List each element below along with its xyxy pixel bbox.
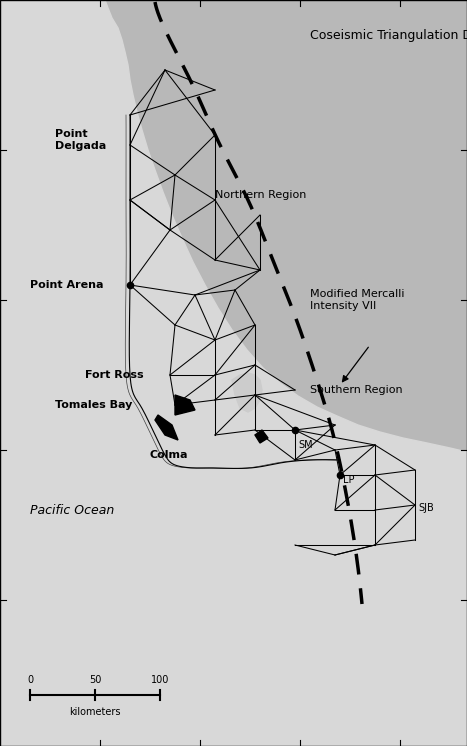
- Text: 0: 0: [27, 675, 33, 685]
- Text: kilometers: kilometers: [69, 707, 121, 717]
- Text: 100: 100: [151, 675, 169, 685]
- Polygon shape: [155, 415, 178, 440]
- Polygon shape: [232, 373, 262, 412]
- Text: Colma: Colma: [150, 450, 189, 460]
- Text: SM: SM: [298, 440, 312, 450]
- Text: 50: 50: [89, 675, 101, 685]
- Polygon shape: [175, 395, 195, 415]
- Polygon shape: [255, 430, 268, 443]
- Text: Point
Delgada: Point Delgada: [55, 129, 106, 151]
- Text: Modified Mercalli
Intensity VII: Modified Mercalli Intensity VII: [310, 289, 404, 311]
- Text: Pacific Ocean: Pacific Ocean: [30, 504, 114, 516]
- Text: Southern Region: Southern Region: [310, 385, 403, 395]
- Text: SJB: SJB: [418, 503, 434, 513]
- Text: Fort Ross: Fort Ross: [85, 370, 144, 380]
- Text: LP: LP: [343, 475, 354, 485]
- Text: Coseismic Triangulation Data: Coseismic Triangulation Data: [310, 28, 467, 42]
- Text: Point Arena: Point Arena: [30, 280, 104, 290]
- Text: Northern Region: Northern Region: [215, 190, 306, 200]
- Text: Tomales Bay: Tomales Bay: [55, 400, 132, 410]
